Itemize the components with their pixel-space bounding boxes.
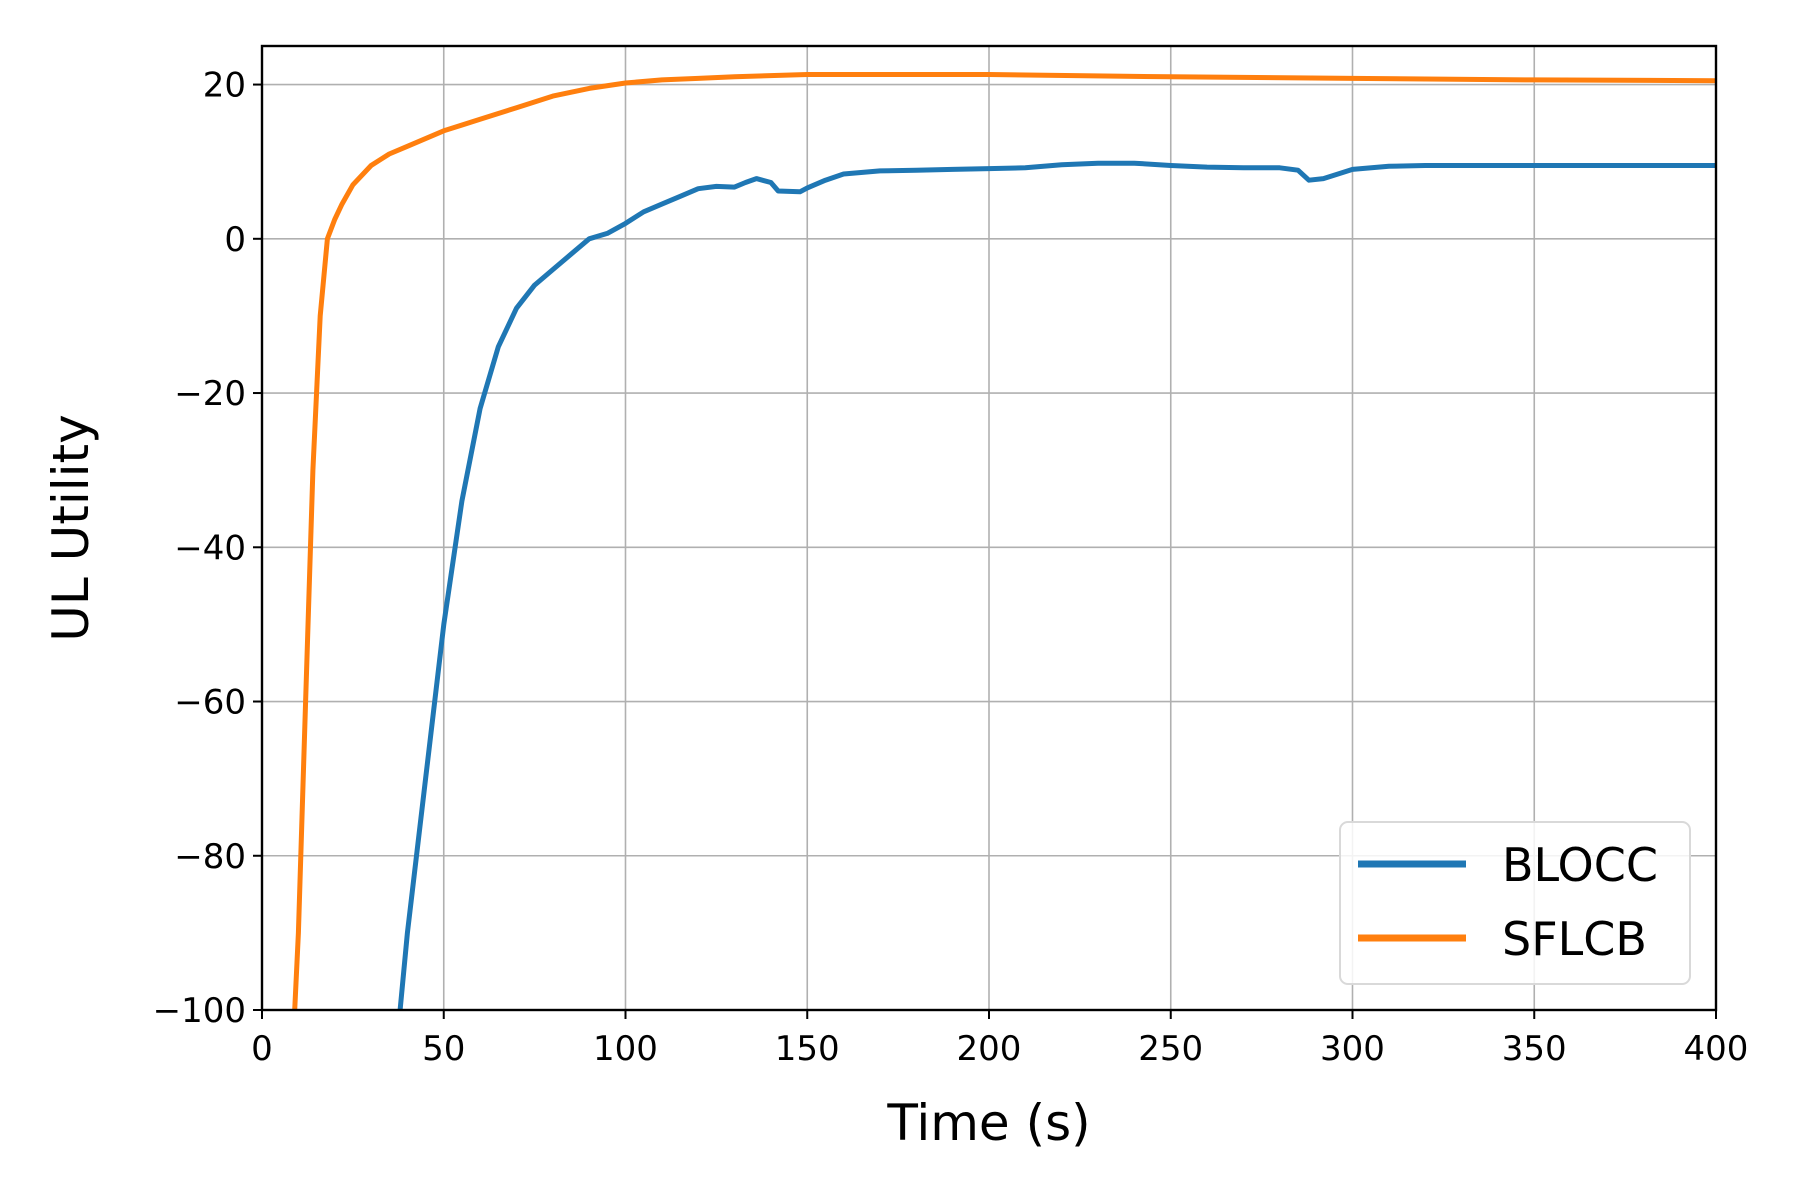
y-tick-label: 20 <box>203 66 246 106</box>
legend-label-sflcb: SFLCB <box>1502 912 1647 966</box>
y-tick-label: −80 <box>174 837 246 877</box>
grid <box>261 46 1717 1011</box>
series-line-sflcb <box>292 72 1716 1010</box>
ticks: 0 50 100 150 200 250 300 350 400−100−80−60−40−20… <box>153 66 1749 1069</box>
x-tick-label: 350 <box>1502 1029 1567 1069</box>
x-tick-label: 150 <box>775 1029 840 1069</box>
x-tick-label: 250 <box>1138 1029 1203 1069</box>
x-tick-label: 50 <box>422 1029 465 1069</box>
y-tick-label: −60 <box>174 683 246 723</box>
legend: BLOCC SFLCB <box>1339 821 1691 985</box>
x-tick-label: 300 <box>1320 1029 1385 1069</box>
legend-label-blocc: BLOCC <box>1502 838 1658 892</box>
x-axis-label: Time (s) <box>886 1094 1090 1152</box>
y-tick-label: −20 <box>174 374 246 414</box>
y-axis-label: UL Utility <box>42 414 100 641</box>
y-tick-label: −100 <box>153 991 246 1031</box>
x-tick-label: 200 <box>957 1029 1022 1069</box>
y-tick-label: −40 <box>174 528 246 568</box>
x-tick-label: 400 <box>1684 1029 1749 1069</box>
series-layer <box>292 72 1716 1010</box>
x-tick-label: 100 <box>593 1029 658 1069</box>
series-line-blocc <box>397 160 1716 1010</box>
y-tick-label: 0 <box>224 220 246 260</box>
x-tick-label: 0 <box>251 1029 273 1069</box>
